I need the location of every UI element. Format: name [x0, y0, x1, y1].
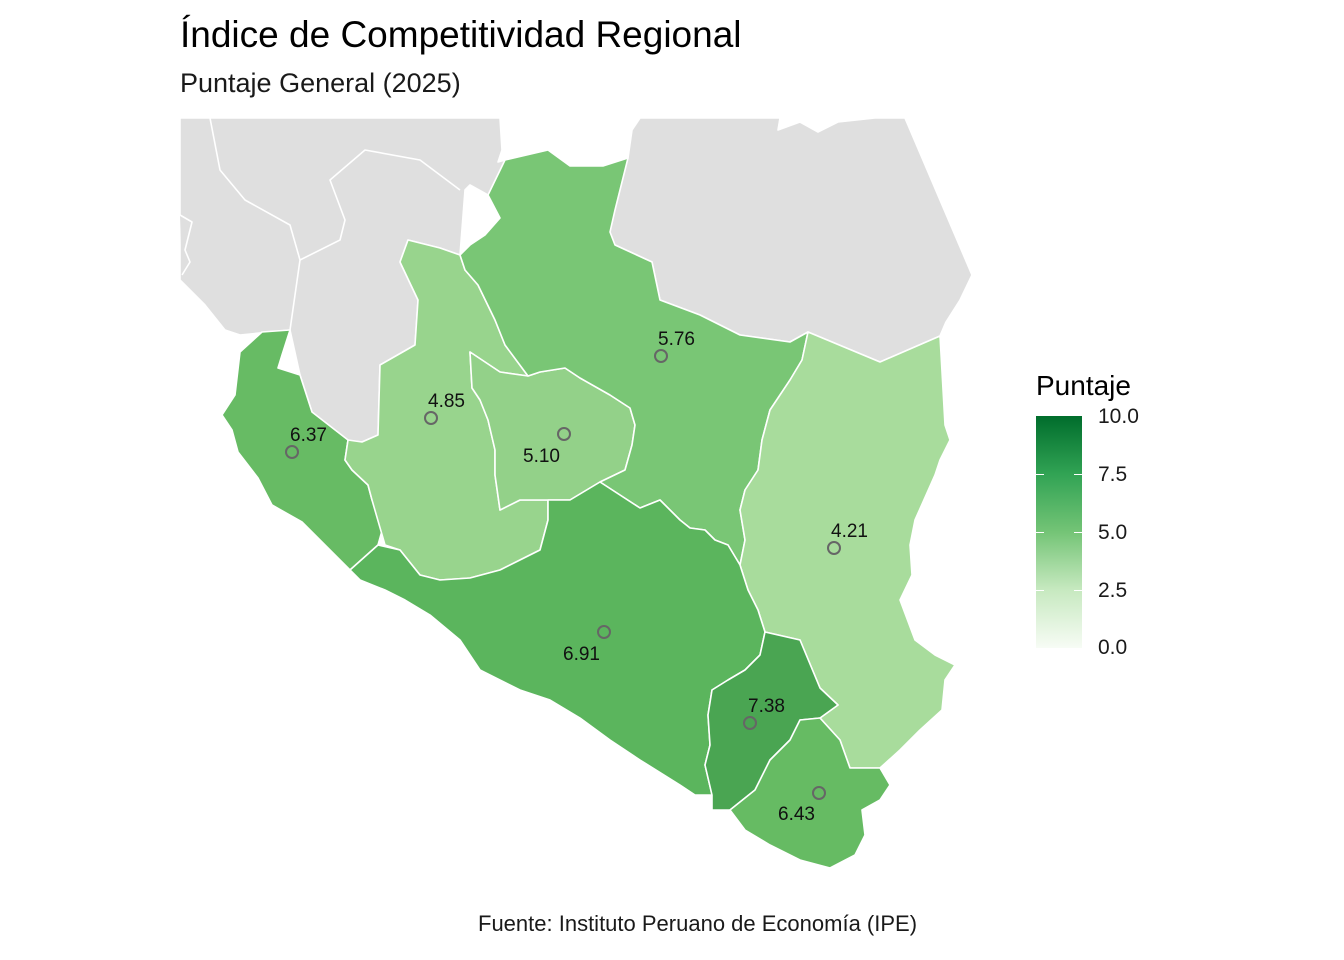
context-regions: [179, 117, 973, 443]
marker-sierra-centro: [557, 427, 571, 441]
region-costa-sur[interactable]: [349, 481, 766, 796]
value-label-sierra-centro: 5.10: [523, 446, 560, 467]
marker-sierra-oeste: [424, 411, 438, 425]
region-sur-extremo[interactable]: [729, 717, 891, 869]
marker-costa-sur: [597, 625, 611, 639]
value-label-oriente: 4.21: [831, 521, 868, 542]
context-line-c: [179, 214, 193, 276]
data-regions: [221, 149, 956, 869]
marker-sur-extremo: [812, 786, 826, 800]
value-label-costa-norte: 6.37: [290, 425, 327, 446]
marker-costa-norte: [285, 445, 299, 459]
value-label-sur-extremo: 6.43: [778, 804, 815, 825]
map-subtitle: Puntaje General (2025): [180, 68, 461, 98]
legend-title: Puntaje: [1036, 370, 1131, 401]
legend-tick-5: 5.0: [1098, 521, 1128, 544]
marker-norte-central: [654, 349, 668, 363]
context-line-b: [299, 149, 461, 261]
value-label-sierra-oeste: 4.85: [428, 391, 465, 412]
marker-oriente: [827, 541, 841, 555]
source-caption: Fuente: Instituto Peruano de Economía (I…: [478, 911, 918, 936]
context-line-a: [209, 117, 301, 331]
legend-tick-7-5: 7.5: [1098, 463, 1128, 486]
value-label-costa-sur: 6.91: [563, 644, 600, 665]
value-label-sur-centro: 7.38: [748, 696, 785, 717]
value-label-norte-central: 5.76: [658, 329, 695, 350]
legend-tick-0: 0.0: [1098, 636, 1128, 659]
region-sur-centro[interactable]: [704, 631, 839, 811]
legend-tick-2-5: 2.5: [1098, 579, 1128, 602]
legend-tick-10: 10.0: [1098, 405, 1139, 428]
map-title: Índice de Competitividad Regional: [180, 14, 742, 55]
marker-sur-centro: [743, 716, 757, 730]
region-markers: 6.37 4.85 5.10 5.76 4.21 6.91 7.38 6.43: [285, 329, 868, 825]
